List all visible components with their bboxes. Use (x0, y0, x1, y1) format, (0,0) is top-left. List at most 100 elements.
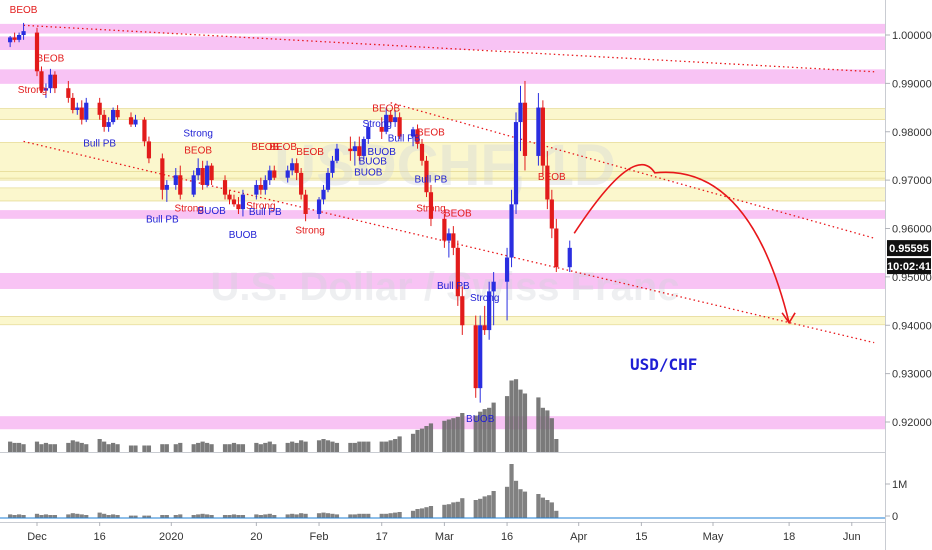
candle-body[interactable] (540, 107, 545, 166)
candle-body[interactable] (128, 117, 134, 125)
candle-body[interactable] (428, 192, 434, 219)
candle-body[interactable] (491, 281, 496, 292)
candle-body[interactable] (410, 129, 416, 137)
candle-body[interactable] (330, 160, 335, 173)
candle-body[interactable] (366, 126, 371, 140)
candle-body[interactable] (554, 228, 559, 268)
candle-body[interactable] (209, 165, 214, 181)
candle-body[interactable] (478, 325, 483, 389)
candle-body[interactable] (267, 170, 272, 181)
candle-body[interactable] (12, 37, 17, 40)
candle-body[interactable] (106, 122, 111, 127)
candle-body[interactable] (43, 88, 49, 91)
candle-body[interactable] (379, 126, 384, 132)
candle-body[interactable] (316, 199, 322, 214)
candle-body[interactable] (285, 170, 290, 178)
candle-body[interactable] (75, 107, 80, 110)
candle-body[interactable] (272, 170, 277, 178)
candle-body[interactable] (200, 168, 205, 185)
candle-body[interactable] (236, 204, 241, 210)
candle-body[interactable] (164, 184, 169, 190)
candle-body[interactable] (66, 88, 71, 98)
candle-body[interactable] (231, 199, 237, 205)
candle-body[interactable] (321, 189, 326, 200)
candle-body[interactable] (258, 184, 263, 190)
candle-body[interactable] (294, 163, 299, 173)
candle-body[interactable] (334, 148, 340, 161)
candle-body[interactable] (536, 107, 541, 156)
candle-body[interactable] (455, 247, 460, 297)
candle-body[interactable] (178, 175, 183, 195)
candle-body[interactable] (196, 168, 201, 176)
candle-body[interactable] (79, 107, 84, 120)
candle-body[interactable] (191, 175, 196, 195)
candle-body[interactable] (388, 114, 393, 123)
candle-body[interactable] (39, 71, 44, 91)
candle-body[interactable] (325, 172, 331, 190)
candle-body[interactable] (473, 325, 478, 389)
candle-body[interactable] (16, 35, 22, 40)
candle-body[interactable] (357, 146, 362, 156)
candle-body[interactable] (549, 199, 554, 229)
zone-pink-8 (0, 273, 885, 289)
candle-body[interactable] (567, 247, 572, 268)
candle-body[interactable] (102, 114, 107, 127)
candle-body[interactable] (146, 141, 152, 159)
candle-body[interactable] (97, 102, 102, 115)
candle-body[interactable] (518, 102, 523, 123)
candle-body[interactable] (513, 122, 519, 205)
candle-body[interactable] (34, 32, 40, 72)
candle-body[interactable] (173, 175, 178, 185)
candle-body[interactable] (504, 257, 510, 282)
price-tick-label: 0.96000 (892, 224, 932, 236)
candle-body[interactable] (160, 158, 165, 190)
candle-body[interactable] (509, 204, 514, 258)
candle-body[interactable] (384, 114, 389, 132)
candle-body[interactable] (115, 109, 120, 118)
candle-body[interactable] (545, 165, 550, 200)
candle-body[interactable] (133, 119, 138, 125)
candle-body[interactable] (361, 139, 366, 156)
candle-body[interactable] (205, 165, 210, 185)
price-axis[interactable]: 1.00000 0.99000 0.98000 0.97000 0.96000 0.950… (885, 30, 932, 429)
time-axis[interactable]: Dec 16 2020 20 Feb 17 Mar 16 Apr 15 May 18 Jun (27, 522, 861, 543)
candle-body[interactable] (142, 119, 147, 142)
indicator-bar (173, 515, 178, 518)
candle-body[interactable] (240, 194, 246, 210)
candle-body[interactable] (482, 325, 487, 331)
candle-body[interactable] (111, 109, 116, 123)
candle-body[interactable] (227, 194, 232, 200)
volume-bar (487, 407, 492, 452)
projection-arrow[interactable] (573, 163, 790, 324)
candle-body[interactable] (299, 172, 304, 195)
candle-body[interactable] (522, 102, 528, 156)
candle-body[interactable] (290, 163, 295, 171)
candle-body[interactable] (352, 146, 357, 152)
candle-body[interactable] (222, 180, 228, 195)
candle-body[interactable] (424, 160, 429, 193)
candle-body[interactable] (84, 102, 89, 120)
candle-body[interactable] (487, 291, 492, 331)
candle-body[interactable] (393, 117, 398, 123)
candle-body[interactable] (446, 233, 451, 241)
volume-bar (227, 444, 232, 452)
candle-body[interactable] (303, 194, 308, 214)
candle-body[interactable] (419, 143, 425, 161)
candle-body[interactable] (52, 74, 58, 89)
candle-body[interactable] (70, 97, 75, 110)
candle-body[interactable] (254, 184, 259, 195)
candle-body[interactable] (451, 233, 456, 248)
candle-body[interactable] (415, 129, 420, 144)
candle-body[interactable] (263, 180, 268, 190)
candle-body[interactable] (348, 148, 353, 152)
candle-body[interactable] (397, 117, 402, 137)
candles-layer[interactable] (8, 22, 572, 403)
volume-bar (379, 441, 384, 452)
candle-body[interactable] (21, 31, 26, 35)
candle-body[interactable] (460, 296, 465, 326)
candle-body[interactable] (48, 74, 53, 89)
candle-body[interactable] (8, 37, 13, 43)
candle-body[interactable] (442, 218, 447, 241)
